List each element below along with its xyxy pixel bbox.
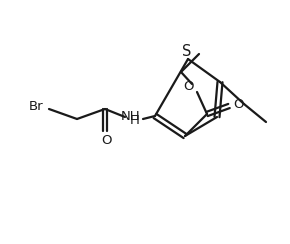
Text: O: O	[233, 98, 243, 111]
Text: O: O	[102, 133, 112, 146]
Text: Br: Br	[29, 101, 43, 113]
Text: NH: NH	[121, 111, 141, 123]
Text: H: H	[130, 114, 140, 128]
Text: S: S	[182, 43, 192, 59]
Text: O: O	[184, 81, 194, 93]
